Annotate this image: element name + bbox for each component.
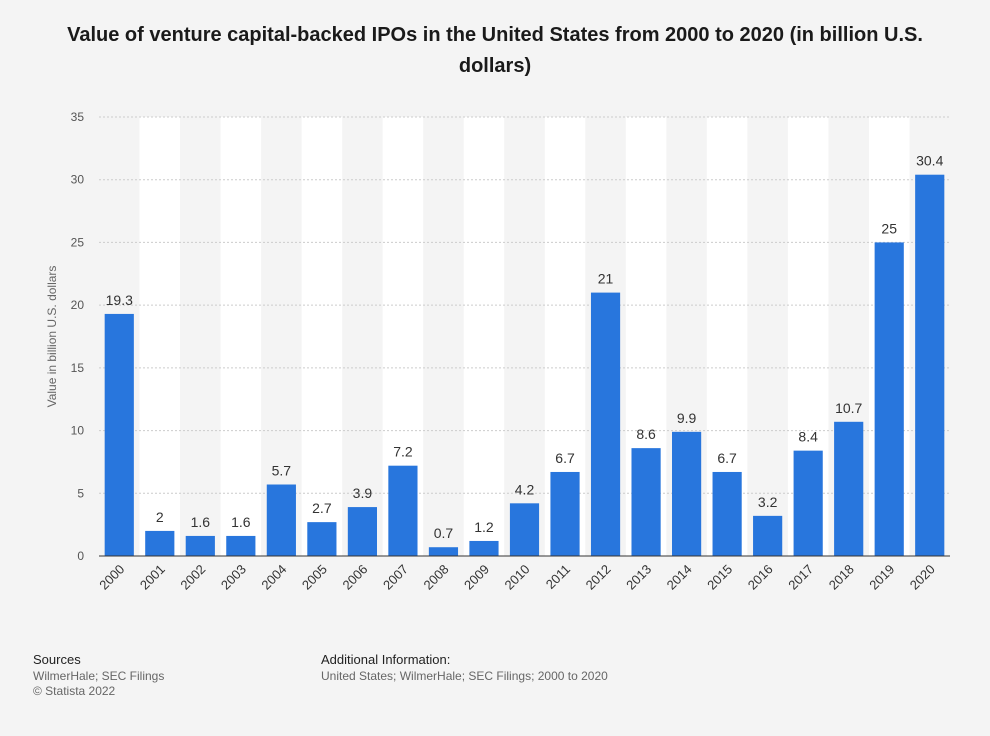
bar [428,547,459,556]
x-tick-label: 2003 [218,562,249,593]
bar [185,535,215,556]
additional-info-text: United States; WilmerHale; SEC Filings; … [321,669,608,683]
value-label: 30.4 [916,153,943,169]
column-band [220,117,262,556]
value-label: 8.4 [798,429,818,445]
value-label: 1.6 [231,514,251,530]
y-tick-label: 5 [77,486,84,500]
x-tick-label: 2001 [137,562,168,593]
x-tick-label: 2018 [826,562,857,593]
bar [672,431,702,556]
x-tick-label: 2006 [339,562,370,593]
value-label: 2.7 [312,500,332,516]
x-tick-label: 2012 [583,562,614,593]
x-tick-label: 2014 [664,562,695,593]
y-tick-label: 10 [71,424,85,438]
value-labels: 19.3 2 1.6 1.6 5.7 2.7 3.9 7.2 0.7 1.2 4.2 6.7 21 8.6… [106,153,944,542]
value-label: 21 [598,271,614,287]
value-label: 5.7 [272,463,292,479]
bar [834,421,864,556]
x-tick-label: 2019 [866,562,897,593]
column-band [301,117,343,556]
bar [874,242,904,556]
value-label: 6.7 [555,450,575,466]
y-tick-label: 25 [71,235,85,249]
bar [266,484,296,556]
bar [793,450,823,556]
value-label: 25 [881,220,897,236]
chart-title: Value of venture capital-backed IPOs in … [67,24,923,77]
sources-block: Sources WilmerHale; SEC Filings © Statis… [33,652,164,699]
x-tick-label: 2009 [461,562,492,593]
value-label: 9.9 [677,410,697,426]
additional-info-heading: Additional Information: [321,652,451,667]
value-label: 7.2 [393,444,413,460]
bar [509,503,540,556]
gridlines [99,116,950,494]
y-axis-label: Value in billion U.S. dollars [45,266,59,408]
sources-line: WilmerHale; SEC Filings [33,669,165,683]
copyright-line: © Statista 2022 [33,684,116,698]
column-bands [139,117,910,556]
bar [915,174,945,556]
y-tick-label: 30 [71,173,85,187]
column-band [463,117,505,556]
x-tick-label: 2020 [907,562,938,593]
y-tick-label: 20 [71,298,85,312]
y-axis-ticks: 0 5 10 15 20 25 30 35 [71,110,85,563]
bar [590,292,621,556]
bar [307,522,337,556]
x-axis-ticks: 2000 2001 2002 2003 2004 2005 2006 2007 2008 2009… [96,562,938,593]
y-tick-label: 35 [71,110,85,124]
bar [550,471,580,556]
x-tick-label: 2017 [785,562,816,593]
x-tick-label: 2015 [704,562,735,593]
value-label: 3.9 [353,485,373,501]
bar [388,465,418,556]
x-tick-label: 2016 [745,562,776,593]
value-label: 1.6 [191,514,211,530]
x-tick-label: 2002 [177,562,208,593]
x-tick-label: 2008 [421,562,452,593]
bar [347,507,377,556]
bar [145,530,175,556]
value-label: 3.2 [758,494,778,510]
x-tick-label: 2004 [258,562,289,593]
value-label: 8.6 [636,426,656,442]
x-tick-label: 2011 [543,562,573,592]
y-tick-label: 0 [77,549,84,563]
value-label: 19.3 [106,292,133,308]
bar [712,471,742,556]
value-label: 1.2 [474,519,494,535]
y-tick-label: 15 [71,361,85,375]
value-label: 6.7 [717,450,737,466]
sources-heading: Sources [33,652,81,667]
value-label: 4.2 [515,481,535,497]
bar [753,515,783,556]
value-label: 0.7 [434,525,454,541]
column-band [139,117,181,556]
bar [104,313,134,556]
bar [226,535,256,556]
x-tick-label: 2005 [299,562,330,593]
x-tick-label: 2000 [96,562,127,593]
x-tick-label: 2013 [623,562,654,593]
value-label: 2 [156,509,164,525]
bar-chart: 0 5 10 15 20 25 30 35 19.3 2 1.6 1.6 5.7 2.7 3.9 7.2 0.… [45,110,950,593]
bar [631,448,661,556]
bar [469,540,499,556]
bars [104,174,945,556]
x-tick-label: 2010 [502,562,533,593]
x-tick-label: 2007 [380,562,411,593]
value-label: 10.7 [835,400,862,416]
additional-info-block: Additional Information: United States; W… [321,652,608,684]
